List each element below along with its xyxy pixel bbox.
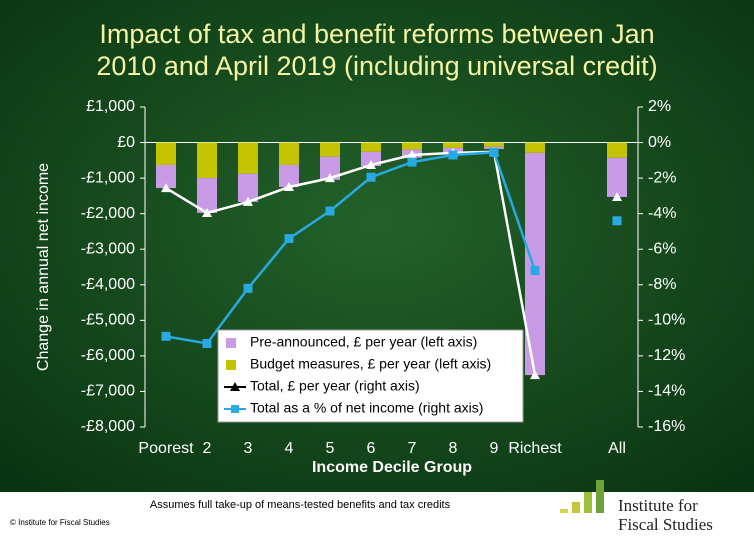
- legend-swatch: [226, 338, 236, 348]
- legend-label: Total as a % of net income (right axis): [250, 400, 483, 416]
- x-tick-label: 7: [408, 440, 417, 457]
- legend-box: [217, 329, 524, 423]
- bar: [156, 164, 176, 189]
- x-tick-label: 2: [203, 440, 212, 457]
- marker: [243, 196, 253, 206]
- y-tick-label: £1,000: [86, 98, 135, 115]
- bar: [484, 142, 504, 147]
- y2-tick-label: -10%: [648, 312, 685, 329]
- y-tick-label: -£3,000: [81, 240, 135, 257]
- logo-text: Fiscal Studies: [618, 515, 713, 534]
- y-tick-label: -£7,000: [81, 383, 135, 400]
- marker: [530, 370, 540, 380]
- bar: [320, 156, 340, 180]
- x-axis-label: Income Decile Group: [312, 459, 472, 476]
- x-tick-label: 4: [285, 440, 294, 457]
- bar: [361, 151, 381, 167]
- y-tick-label: -£8,000: [81, 418, 135, 435]
- copyright: © Institute for Fiscal Studies: [10, 518, 110, 527]
- y-axis-label: Change in annual net income: [35, 163, 52, 371]
- bar: [156, 142, 176, 165]
- bar: [361, 142, 381, 152]
- bar: [279, 164, 299, 187]
- marker: [161, 331, 171, 341]
- legend-label: Total, £ per year (right axis): [250, 378, 420, 394]
- marker: [530, 266, 540, 276]
- logo-text: Institute for: [618, 496, 698, 515]
- y-tick-label: -£6,000: [81, 347, 135, 364]
- marker: [284, 234, 294, 244]
- marker: [202, 207, 212, 217]
- marker: [243, 283, 253, 293]
- legend-marker: [231, 405, 239, 413]
- marker: [407, 150, 417, 159]
- y-tick-label: -£5,000: [81, 312, 135, 329]
- x-tick-label: 6: [367, 440, 376, 457]
- marker: [489, 147, 499, 157]
- bar: [279, 142, 299, 165]
- marker: [612, 216, 622, 226]
- marker: [366, 172, 376, 182]
- y2-tick-label: -8%: [648, 276, 676, 293]
- bar: [238, 142, 258, 174]
- marker: [325, 206, 335, 216]
- bar: [238, 173, 258, 202]
- bar: [525, 142, 545, 153]
- y-tick-label: £0: [117, 134, 135, 151]
- x-tick-label: 8: [449, 440, 458, 457]
- y-tick-label: -£1,000: [81, 169, 135, 186]
- bar: [197, 142, 217, 179]
- y2-tick-label: -6%: [648, 240, 676, 257]
- x-tick-label: Richest: [508, 440, 562, 457]
- x-tick-label: Poorest: [138, 440, 194, 457]
- bar: [607, 157, 627, 197]
- bar: [320, 142, 340, 157]
- legend-marker: [230, 382, 240, 391]
- y2-tick-label: 2%: [648, 98, 671, 115]
- y2-tick-label: -16%: [648, 418, 685, 435]
- marker: [284, 182, 294, 191]
- marker: [366, 159, 376, 169]
- footnote: Assumes full take-up of means-tested ben…: [150, 499, 451, 511]
- marker: [325, 173, 335, 183]
- marker: [161, 183, 171, 193]
- legend-label: Budget measures, £ per year (left axis): [250, 356, 491, 372]
- bar: [525, 152, 545, 376]
- chart-title: Impact of tax and benefit reforms betwee…: [99, 19, 654, 49]
- legend-label: Pre-announced, £ per year (left axis): [250, 334, 477, 350]
- bar: [443, 142, 463, 148]
- chart-title: 2010 and April 2019 (including universal…: [96, 51, 657, 81]
- y-tick-label: -£4,000: [81, 276, 135, 293]
- y-tick-label: -£2,000: [81, 205, 135, 222]
- y2-tick-label: 0%: [648, 134, 671, 151]
- x-tick-label: 9: [490, 440, 499, 457]
- logo-icon: [560, 480, 604, 513]
- x-tick-label: 5: [326, 440, 335, 457]
- marker: [448, 150, 458, 160]
- x-tick-label: All: [608, 440, 626, 457]
- marker: [202, 338, 212, 348]
- marker: [612, 191, 622, 201]
- y2-tick-label: -4%: [648, 205, 676, 222]
- bar: [607, 142, 627, 158]
- y2-tick-label: -2%: [648, 169, 676, 186]
- y2-tick-label: -14%: [648, 383, 685, 400]
- marker: [407, 157, 417, 167]
- x-tick-label: 3: [244, 440, 253, 457]
- legend-swatch: [226, 360, 236, 370]
- bar: [402, 142, 422, 150]
- bar: [197, 178, 217, 213]
- y2-tick-label: -12%: [648, 347, 685, 364]
